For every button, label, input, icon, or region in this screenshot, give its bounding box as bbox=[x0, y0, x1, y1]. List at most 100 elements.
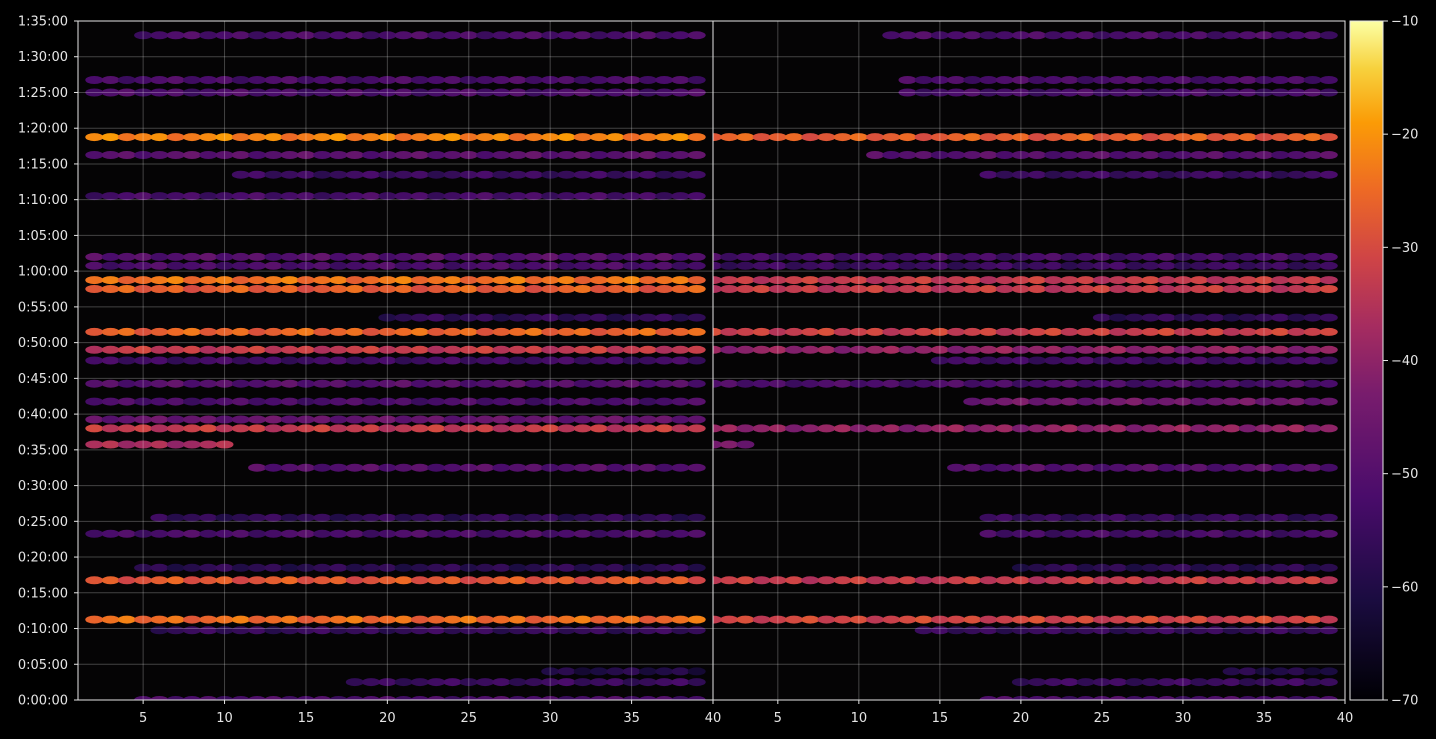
heatmap-cell bbox=[1076, 626, 1095, 635]
heatmap-cell bbox=[378, 151, 397, 159]
heatmap-cell bbox=[1028, 379, 1047, 388]
heatmap-cell bbox=[914, 133, 933, 142]
heatmap-cell bbox=[638, 678, 657, 687]
heatmap-cell bbox=[1028, 463, 1047, 472]
heatmap-cell bbox=[1060, 678, 1079, 687]
heatmap-cell bbox=[606, 667, 625, 676]
heatmap-cell bbox=[1125, 76, 1144, 84]
heatmap-cell bbox=[817, 252, 836, 261]
heatmap-cell bbox=[573, 626, 592, 635]
heatmap-cell bbox=[1028, 88, 1047, 97]
heatmap-cell bbox=[508, 313, 527, 322]
heatmap-cell bbox=[85, 261, 104, 270]
heatmap-cell bbox=[150, 626, 169, 635]
heatmap-cell bbox=[524, 576, 543, 585]
heatmap-cell bbox=[215, 696, 234, 700]
heatmap-cell bbox=[410, 678, 429, 687]
heatmap-cell bbox=[134, 285, 153, 293]
heatmap-cell bbox=[199, 76, 218, 84]
heatmap-cell bbox=[199, 513, 218, 522]
heatmap-cell bbox=[785, 133, 803, 142]
heatmap-cell bbox=[882, 261, 901, 270]
heatmap-cell bbox=[215, 440, 234, 449]
heatmap-cell bbox=[898, 261, 917, 270]
heatmap-cell bbox=[1303, 261, 1322, 270]
heatmap-cell bbox=[849, 261, 868, 270]
heatmap-cell bbox=[1141, 626, 1160, 635]
heatmap-cell bbox=[394, 563, 413, 572]
heatmap-cell bbox=[720, 327, 739, 336]
heatmap-cell bbox=[1109, 678, 1128, 687]
heatmap-cell bbox=[557, 261, 576, 270]
heatmap-cell bbox=[313, 529, 332, 538]
heatmap-cell bbox=[995, 261, 1014, 270]
heatmap-cell bbox=[231, 192, 250, 201]
heatmap-cell bbox=[557, 252, 576, 261]
heatmap-cell bbox=[1255, 463, 1273, 472]
heatmap-cell bbox=[1044, 276, 1063, 285]
heatmap-cell bbox=[313, 696, 332, 700]
heatmap-cell bbox=[687, 31, 706, 40]
heatmap-cell bbox=[524, 513, 543, 522]
heatmap-cell bbox=[134, 576, 153, 585]
heatmap-cell bbox=[720, 424, 739, 433]
heatmap-cell bbox=[394, 356, 413, 365]
heatmap-cell bbox=[199, 261, 218, 270]
heatmap-cell bbox=[394, 192, 413, 201]
heatmap-cell bbox=[882, 276, 901, 285]
heatmap-cell bbox=[1303, 615, 1322, 624]
heatmap-cell bbox=[1303, 463, 1322, 472]
heatmap-cell bbox=[1206, 513, 1225, 522]
heatmap-cell bbox=[101, 133, 120, 142]
heatmap-cell bbox=[231, 327, 250, 336]
heatmap-cell bbox=[443, 463, 462, 472]
heatmap-cell bbox=[622, 667, 641, 676]
heatmap-cell bbox=[378, 76, 397, 84]
heatmap-cell bbox=[427, 563, 446, 572]
heatmap-cell bbox=[671, 31, 690, 40]
heatmap-cell bbox=[1125, 397, 1144, 406]
heatmap-cell bbox=[231, 151, 250, 159]
heatmap-cell bbox=[1190, 379, 1209, 388]
heatmap-cell bbox=[622, 615, 641, 624]
heatmap-cell bbox=[541, 133, 560, 142]
heatmap-cell bbox=[1092, 345, 1111, 354]
heatmap-cell bbox=[1109, 576, 1128, 585]
heatmap-cell bbox=[541, 31, 560, 40]
heatmap-cell bbox=[638, 31, 657, 40]
heatmap-cell bbox=[166, 415, 185, 424]
heatmap-cell bbox=[1109, 626, 1128, 635]
heatmap-cell bbox=[849, 379, 868, 388]
heatmap-cell bbox=[231, 285, 250, 293]
heatmap-cell bbox=[150, 696, 169, 700]
heatmap-cell bbox=[947, 424, 966, 433]
heatmap-cell bbox=[655, 192, 674, 201]
heatmap-cell bbox=[1125, 424, 1144, 433]
heatmap-cell bbox=[1319, 88, 1338, 97]
heatmap-cell bbox=[995, 133, 1014, 142]
heatmap-cell bbox=[166, 88, 185, 97]
heatmap-cell bbox=[459, 576, 478, 585]
heatmap-cell bbox=[101, 356, 120, 365]
heatmap-cell bbox=[1319, 276, 1338, 285]
heatmap-cell bbox=[622, 313, 641, 322]
heatmap-cell bbox=[1141, 576, 1160, 585]
heatmap-cell bbox=[85, 252, 104, 261]
heatmap-cell bbox=[541, 626, 560, 635]
heatmap-cell bbox=[215, 151, 234, 159]
heatmap-cell bbox=[199, 626, 218, 635]
x-tick-label: 25 bbox=[460, 711, 477, 726]
heatmap-cell bbox=[817, 379, 836, 388]
heatmap-cell bbox=[215, 133, 234, 142]
heatmap-cell bbox=[264, 133, 283, 142]
heatmap-cell bbox=[622, 424, 641, 433]
heatmap-cell bbox=[1092, 313, 1111, 322]
heatmap-cell bbox=[394, 252, 413, 261]
heatmap-cell bbox=[508, 415, 527, 424]
heatmap-cell bbox=[963, 327, 982, 336]
heatmap-cell bbox=[362, 424, 381, 433]
heatmap-cell bbox=[85, 576, 104, 585]
heatmap-cell bbox=[849, 576, 868, 585]
heatmap-cell bbox=[101, 440, 120, 449]
heatmap-cell bbox=[1011, 276, 1030, 285]
